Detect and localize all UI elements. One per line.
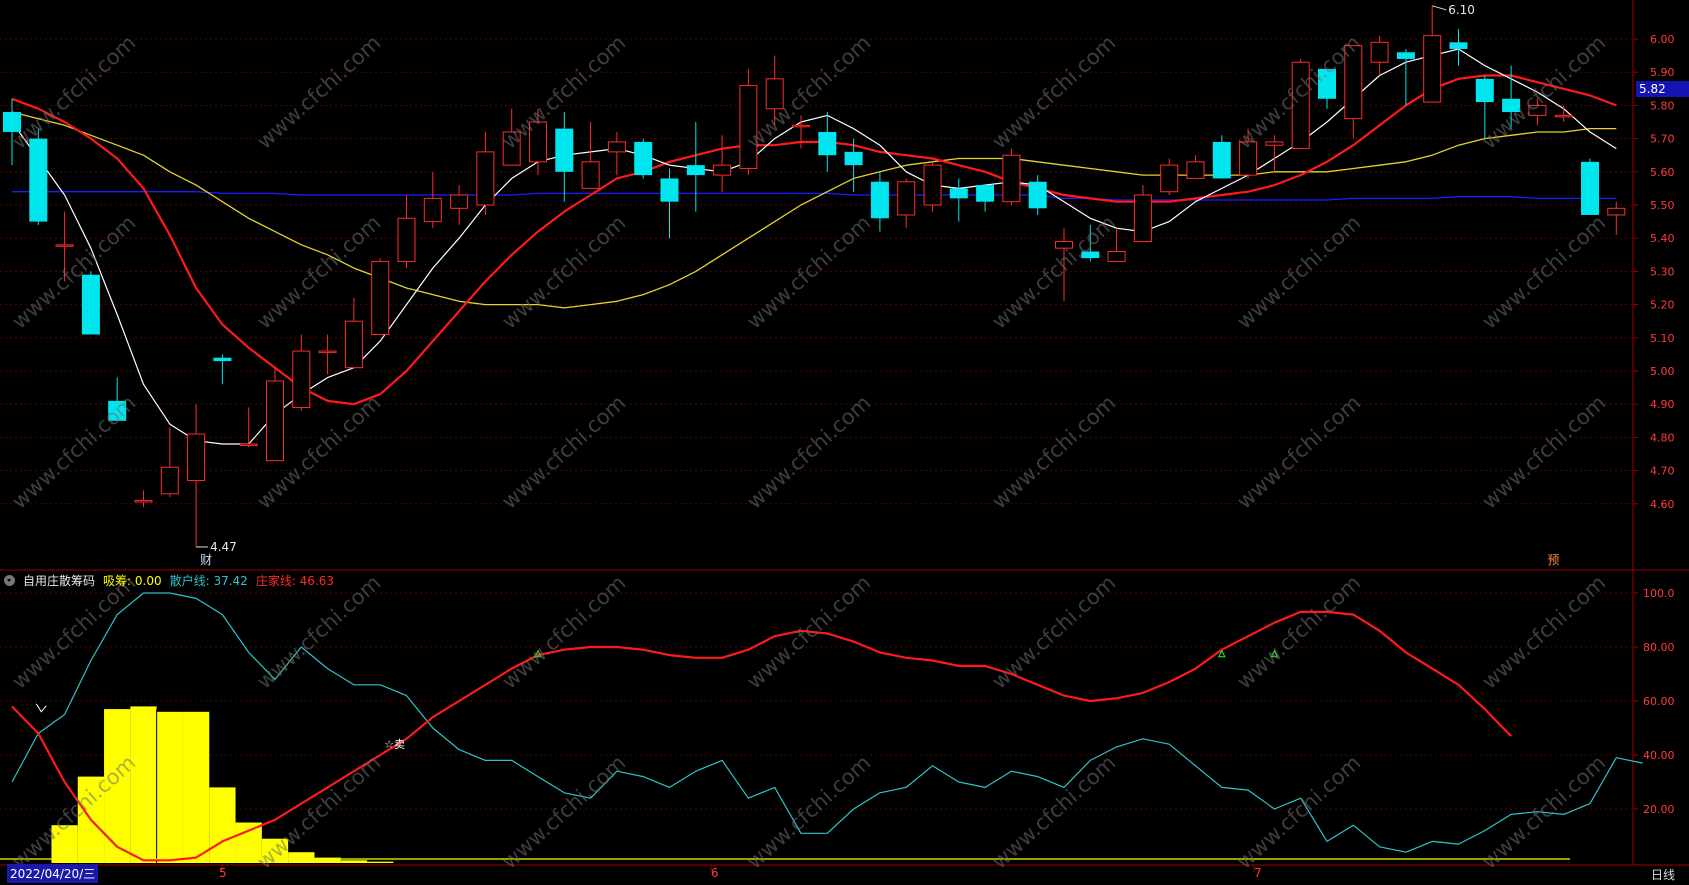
cursor-date: 2022/04/20/三 — [7, 864, 99, 883]
absorb-value: 吸筹: 0.00 — [103, 573, 162, 588]
month-label-6: 6 — [711, 866, 719, 880]
indicator-name[interactable]: 自用庄散筹码 — [23, 573, 96, 588]
dealer-value: 庄家线: 46.63 — [255, 573, 335, 588]
current-price-tag: 5.82 — [1636, 81, 1689, 97]
period-selector[interactable]: 日线 — [1650, 868, 1675, 882]
chevron-down-icon[interactable] — [4, 574, 15, 586]
month-label-5: 5 — [219, 866, 227, 880]
month-label-7: 7 — [1254, 866, 1262, 880]
retail-value: 散户线: 37.42 — [169, 573, 248, 588]
indicator-legend: 自用庄散筹码 吸筹: 0.00 散户线: 37.42 庄家线: 46.63 — [4, 572, 334, 588]
